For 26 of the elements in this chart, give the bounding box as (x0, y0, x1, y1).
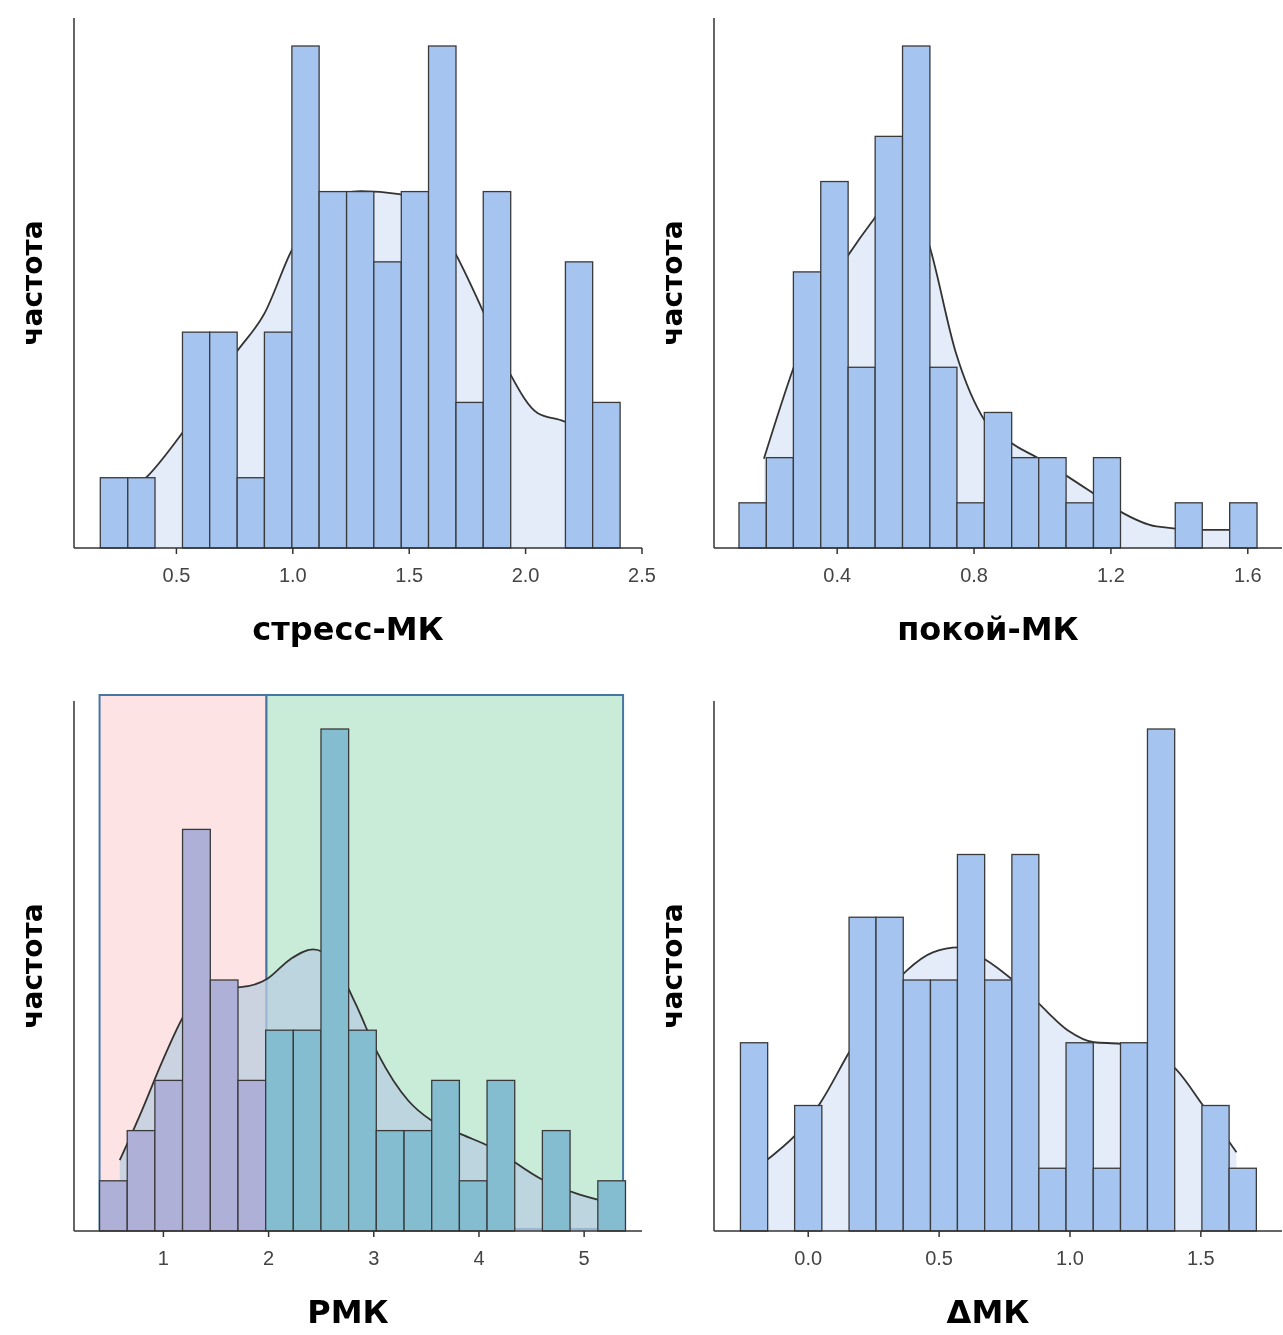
x-tick-label: 2.5 (628, 564, 656, 586)
x-tick-label: 1.0 (278, 564, 307, 586)
y-axis-title: частота (656, 903, 689, 1029)
y-axis-title: частота (16, 903, 49, 1029)
y-axis-title: частота (16, 220, 49, 346)
x-tick-label: 0.8 (960, 564, 988, 586)
x-tick-label: 1.5 (395, 564, 424, 586)
x-tick-label: 1.5 (1186, 1247, 1215, 1269)
x-axis-title: ΔМК (946, 1293, 1030, 1331)
y-axis-title: частота (656, 220, 689, 346)
x-axis-title: покой-МК (897, 610, 1079, 648)
x-tick-label: 1.0 (1056, 1247, 1084, 1269)
x-tick-label: 0.5 (925, 1247, 954, 1269)
x-tick-label: 1 (157, 1247, 169, 1269)
x-tick-label: 0.5 (162, 564, 191, 586)
x-axis-title: стресс-МК (252, 610, 444, 648)
x-tick-label: 1.6 (1233, 564, 1262, 586)
x-tick-label: 2 (263, 1247, 275, 1269)
x-axis-title: РМК (307, 1293, 389, 1331)
x-tick-label: 4 (473, 1247, 485, 1269)
x-tick-label: 0.4 (823, 564, 852, 586)
x-tick-label: 5 (578, 1247, 590, 1269)
x-tick-label: 2.0 (511, 564, 540, 586)
x-tick-label: 0.0 (794, 1247, 823, 1269)
x-tick-label: 3 (368, 1247, 380, 1269)
x-tick-label: 1.2 (1097, 564, 1125, 586)
